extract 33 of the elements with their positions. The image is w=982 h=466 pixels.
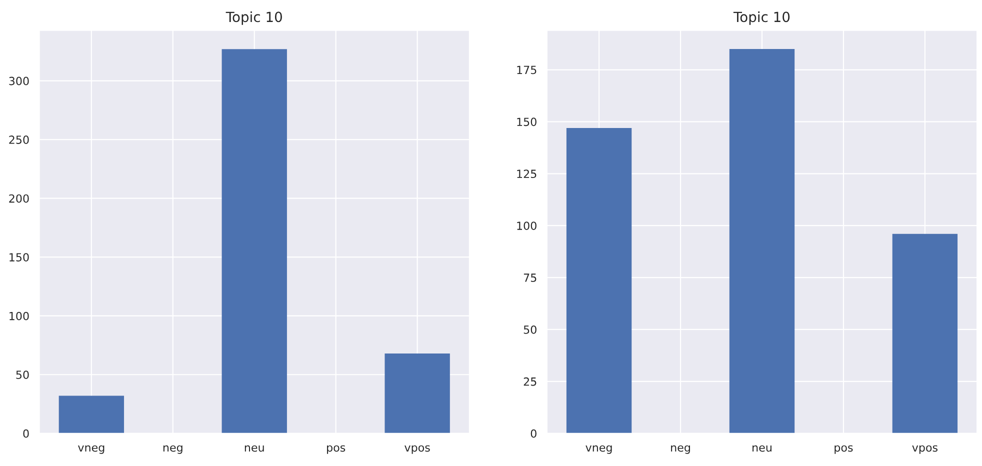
x-tick-label: pos	[327, 445, 346, 454]
x-tick-label: neg	[671, 445, 690, 454]
y-tick-label: 0	[23, 429, 29, 438]
x-tick-label: vneg	[586, 445, 612, 454]
y-tick-label: 50	[524, 325, 536, 334]
y-tick-label: 0	[530, 429, 536, 438]
y-tick-label: 100	[10, 312, 29, 320]
bar	[384, 353, 450, 434]
bar	[566, 128, 632, 434]
bar	[58, 396, 124, 434]
chart-title: Topic 10	[226, 11, 282, 25]
bar	[222, 49, 287, 434]
bar	[729, 48, 795, 434]
y-tick-label: 150	[517, 118, 536, 126]
y-tick-label: 250	[9, 136, 29, 144]
x-tick-label: neg	[163, 445, 182, 454]
y-tick-label: 75	[524, 274, 536, 282]
chart-title: Topic 10	[733, 11, 790, 25]
y-tick-label: 25	[524, 377, 536, 386]
x-tick-label: pos	[834, 445, 853, 454]
y-tick-label: 200	[9, 194, 29, 203]
y-tick-label: 50	[16, 370, 29, 379]
x-tick-label: vneg	[78, 445, 104, 454]
y-tick-label: 300	[9, 76, 29, 86]
x-tick-label: neu	[752, 445, 772, 452]
x-tick-label: neu	[244, 445, 264, 452]
y-tick-label: 150	[10, 253, 29, 262]
y-tick-label: 175	[517, 66, 536, 74]
bar	[892, 234, 958, 434]
x-tick-label: vpos	[404, 445, 430, 454]
y-tick-label: 100	[517, 222, 536, 230]
y-tick-label: 125	[517, 170, 536, 178]
x-tick-label: vpos	[912, 445, 938, 454]
